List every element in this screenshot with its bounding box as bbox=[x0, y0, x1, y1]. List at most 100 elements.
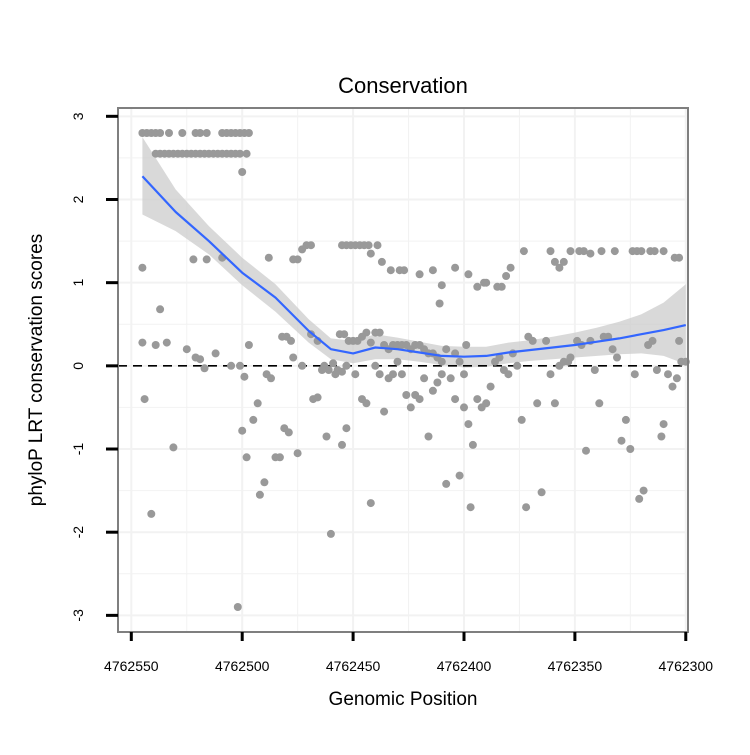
data-point bbox=[202, 255, 211, 264]
data-point bbox=[264, 253, 273, 262]
data-point bbox=[495, 353, 504, 362]
data-point bbox=[202, 129, 211, 137]
data-point bbox=[415, 270, 424, 279]
data-point bbox=[138, 338, 147, 347]
y-axis-title: phyloP LRT conservation scores bbox=[26, 234, 47, 507]
data-point bbox=[406, 403, 415, 412]
data-point bbox=[460, 403, 468, 412]
data-point bbox=[380, 407, 389, 416]
data-point bbox=[238, 168, 247, 176]
data-point bbox=[648, 336, 657, 345]
data-point bbox=[464, 270, 473, 279]
data-point bbox=[200, 364, 209, 373]
data-point bbox=[455, 357, 464, 366]
data-point bbox=[397, 370, 406, 379]
data-point bbox=[362, 328, 371, 337]
y-tick-label: -1 bbox=[70, 443, 86, 456]
data-point bbox=[428, 386, 437, 395]
data-point bbox=[147, 509, 156, 518]
data-point bbox=[238, 426, 247, 435]
x-tick-label: 4762300 bbox=[659, 658, 714, 674]
data-point bbox=[482, 278, 491, 287]
data-point bbox=[267, 374, 275, 383]
data-point bbox=[393, 357, 402, 366]
data-point bbox=[424, 432, 433, 441]
data-point bbox=[639, 486, 648, 495]
data-point bbox=[522, 503, 531, 512]
data-point bbox=[504, 370, 513, 379]
data-point bbox=[468, 440, 477, 449]
data-point bbox=[566, 353, 575, 362]
data-point bbox=[318, 366, 326, 374]
data-point bbox=[284, 428, 293, 437]
data-point bbox=[442, 479, 451, 488]
data-point bbox=[460, 370, 468, 379]
data-point bbox=[497, 282, 506, 291]
data-point bbox=[482, 399, 491, 408]
data-point bbox=[386, 266, 395, 275]
confidence-band-layer bbox=[142, 137, 686, 368]
y-tick-label: 3 bbox=[70, 112, 86, 120]
data-point bbox=[249, 415, 258, 424]
data-point bbox=[559, 257, 568, 266]
loess-fit-line bbox=[141, 175, 687, 358]
data-point bbox=[617, 436, 626, 445]
data-point bbox=[298, 361, 307, 370]
data-point bbox=[473, 282, 482, 291]
data-point bbox=[626, 445, 635, 453]
data-point bbox=[451, 263, 460, 272]
data-point bbox=[233, 603, 242, 611]
data-point bbox=[595, 399, 604, 408]
data-point bbox=[630, 370, 639, 379]
data-point bbox=[672, 374, 681, 383]
data-point bbox=[138, 263, 147, 272]
data-point bbox=[189, 255, 198, 264]
data-point bbox=[331, 370, 340, 379]
data-point bbox=[182, 345, 191, 354]
y-axis: -3 -2 -1 0 1 2 3 bbox=[70, 112, 118, 622]
confidence-band bbox=[142, 137, 686, 368]
data-point bbox=[362, 399, 371, 408]
data-point bbox=[178, 129, 187, 137]
data-point bbox=[211, 349, 220, 358]
chart-title: Conservation bbox=[338, 73, 468, 98]
data-point bbox=[255, 490, 264, 499]
data-point bbox=[338, 440, 346, 449]
data-point bbox=[650, 247, 659, 256]
data-point bbox=[506, 263, 515, 272]
data-point bbox=[156, 129, 165, 137]
data-point bbox=[293, 449, 302, 458]
data-point bbox=[366, 338, 375, 347]
data-point bbox=[196, 355, 205, 364]
data-point bbox=[373, 241, 382, 250]
data-point bbox=[364, 241, 373, 250]
data-point bbox=[377, 257, 386, 266]
data-point bbox=[242, 453, 251, 462]
data-point bbox=[275, 453, 284, 462]
data-point bbox=[637, 247, 646, 256]
x-tick-label: 4762350 bbox=[548, 658, 603, 674]
x-tick-label: 4762500 bbox=[215, 658, 270, 674]
data-point bbox=[464, 420, 473, 429]
data-point bbox=[455, 471, 464, 480]
plot-border bbox=[117, 107, 689, 633]
data-point bbox=[165, 129, 173, 137]
data-point bbox=[236, 361, 244, 370]
data-point bbox=[400, 266, 409, 275]
data-point bbox=[169, 443, 178, 452]
data-point bbox=[313, 393, 322, 402]
data-point bbox=[566, 247, 575, 256]
data-point bbox=[435, 299, 444, 308]
smooth-line-layer bbox=[141, 175, 687, 358]
data-point bbox=[502, 272, 511, 280]
data-point bbox=[342, 424, 351, 433]
data-point bbox=[375, 328, 384, 337]
data-point bbox=[664, 370, 672, 379]
data-point bbox=[240, 372, 249, 381]
data-point bbox=[473, 395, 482, 404]
data-point bbox=[287, 336, 295, 345]
x-tick-label: 4762550 bbox=[104, 658, 159, 674]
data-point bbox=[322, 432, 331, 441]
